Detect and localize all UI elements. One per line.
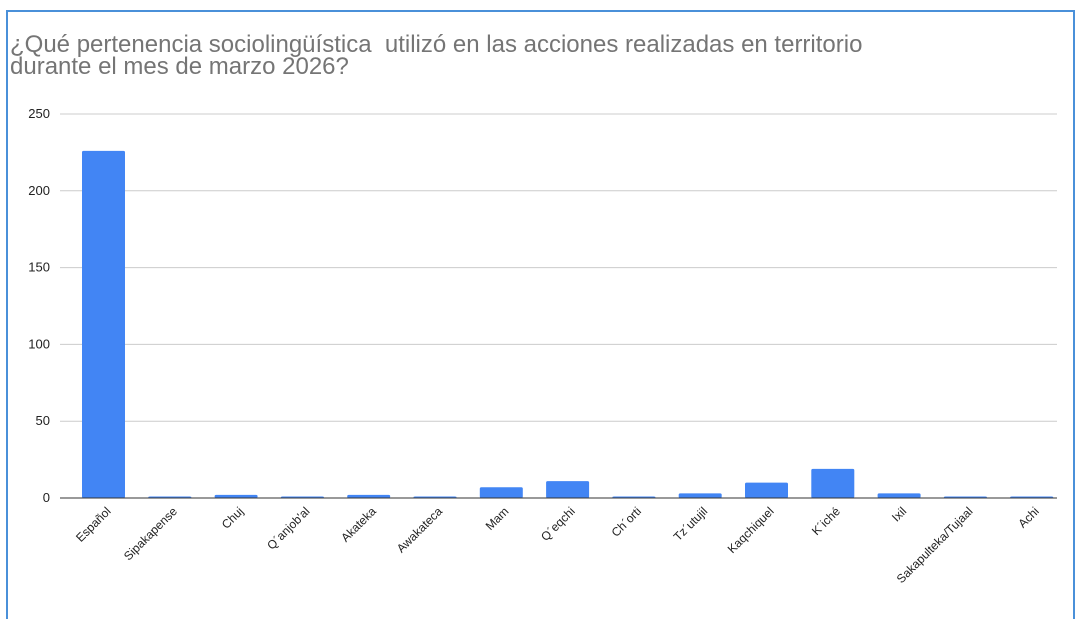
bars bbox=[82, 150, 1054, 498]
x-tick-label: Akateka bbox=[338, 504, 379, 545]
x-tick-label: K´iché bbox=[809, 504, 843, 538]
y-tick-label: 50 bbox=[36, 413, 50, 428]
y-tick-label: 250 bbox=[28, 106, 50, 121]
bar bbox=[745, 482, 788, 498]
y-tick-label: 100 bbox=[28, 336, 50, 351]
x-tick-label: Awakateca bbox=[394, 504, 445, 555]
x-tick-label: Mam bbox=[483, 504, 512, 533]
chart-frame: ¿Qué pertenencia sociolingüística utiliz… bbox=[6, 10, 1075, 619]
y-tick-label: 150 bbox=[28, 260, 50, 275]
y-tick-label: 200 bbox=[28, 183, 50, 198]
bar bbox=[347, 494, 391, 498]
x-tick-label: Q´anjob'al bbox=[264, 504, 312, 552]
x-tick-label: Chuj bbox=[219, 504, 246, 531]
bar bbox=[214, 494, 258, 498]
bar bbox=[546, 481, 590, 498]
x-tick-label: Achi bbox=[1015, 504, 1041, 530]
x-tick-label: Sipakapense bbox=[121, 504, 180, 563]
bar bbox=[678, 493, 722, 498]
bar bbox=[877, 493, 921, 498]
chart-title: ¿Qué pertenencia sociolingüística utiliz… bbox=[10, 31, 863, 80]
gridlines bbox=[60, 113, 1057, 422]
y-tick-label: 0 bbox=[43, 490, 50, 505]
x-tick-label: Kaqchiquel bbox=[725, 504, 777, 556]
bar bbox=[811, 468, 855, 498]
x-tick-label: Español bbox=[73, 504, 114, 545]
x-tick-label: Ch´orti bbox=[609, 504, 644, 539]
bar bbox=[82, 150, 125, 498]
bar bbox=[479, 487, 523, 498]
y-axis-ticks: 0 50 100 150 200 250 bbox=[28, 106, 50, 505]
x-tick-label: Q´eqchi bbox=[538, 504, 578, 544]
x-axis-ticks: Español Sipakapense Chuj Q´anjob'al Akateka A… bbox=[73, 504, 1042, 586]
x-tick-label: Ixil bbox=[889, 504, 909, 524]
x-tick-label: Tz´utujil bbox=[671, 504, 711, 544]
